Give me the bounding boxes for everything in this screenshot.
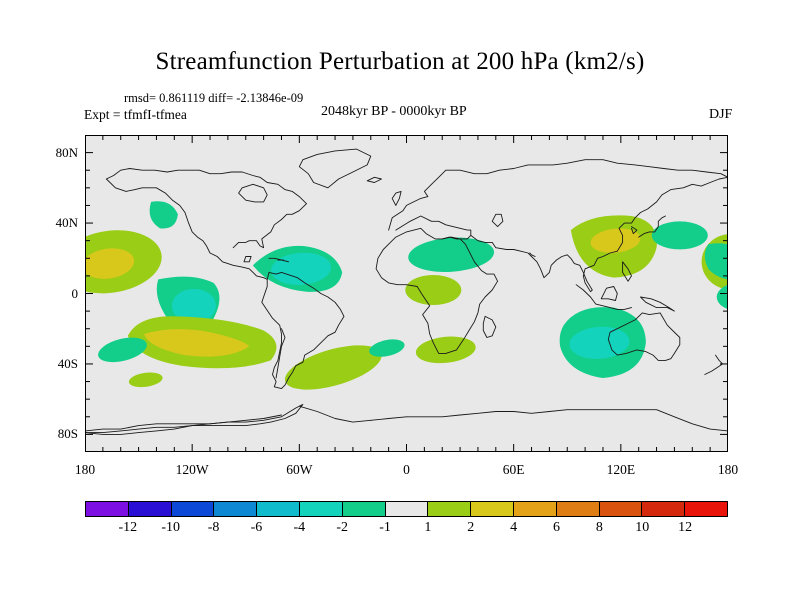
- colorbar-tick-12: 12: [678, 520, 693, 535]
- anomaly-north-africa-negative: [408, 237, 495, 272]
- coastline-path: [85, 414, 282, 435]
- season-label: DJF: [709, 107, 733, 122]
- coastline-path: [640, 296, 675, 312]
- colorbar-segment-11: [555, 502, 599, 516]
- coastline-path: [85, 403, 304, 434]
- coastline-path: [298, 148, 372, 189]
- coastline-path: [391, 190, 402, 206]
- coastline-path: [622, 261, 632, 282]
- colorbar-tick--1: -1: [379, 520, 391, 535]
- coastline-path: [105, 178, 268, 280]
- plot-frame: [85, 135, 728, 452]
- coastline-path: [575, 284, 632, 310]
- colorbar-segment-13: [641, 502, 685, 516]
- coastline-path: [704, 354, 724, 375]
- statistics-label: rmsd= 0.861119 diff= -2.13846e-09: [124, 91, 304, 105]
- colorbar-segment-6: [341, 502, 385, 516]
- coastline-path: [491, 213, 504, 228]
- coastline-path: [482, 315, 497, 338]
- coastline-path: [395, 215, 472, 240]
- colorbar-tick--12: -12: [118, 520, 138, 535]
- colorbar-tick-8: 8: [595, 520, 603, 535]
- coastline-path: [105, 168, 307, 249]
- anomaly-northwest-pacific-negative: [651, 221, 708, 250]
- anomaly-south-atlantic-positive: [284, 345, 382, 390]
- lon-tick-180: 180: [717, 462, 739, 477]
- coastline-layer: [85, 148, 728, 435]
- anomaly-sw-pacific-small-positive: [128, 372, 163, 388]
- coastline-path: [406, 409, 728, 432]
- anomaly-south-pacific-core: [143, 329, 250, 357]
- colorbar-tick--8: -8: [207, 520, 220, 535]
- colorbar-segment-9: [470, 502, 513, 516]
- anomaly-far-east-negative: [716, 284, 728, 310]
- colorbar-tick-2: 2: [467, 520, 475, 535]
- anomaly-east-asia-core: [590, 228, 641, 253]
- colorbar-tick-10: 10: [635, 520, 650, 535]
- colorbar-segment-10: [512, 502, 556, 516]
- colorbar[interactable]: [85, 501, 728, 517]
- coastline-path: [261, 271, 345, 390]
- experiment-label: Expt = tfmfI-tfmea: [84, 107, 187, 122]
- coastline-path: [607, 312, 681, 361]
- colorbar-tick-4: 4: [510, 520, 518, 535]
- anomaly-sw-pacific-negative: [98, 337, 147, 363]
- lat-tick-0: 0: [71, 285, 79, 301]
- colorbar-tick--6: -6: [250, 520, 263, 535]
- coastline-path: [600, 286, 618, 301]
- colorbar-segment-2: [170, 502, 214, 516]
- colorbar-tick--2: -2: [336, 520, 349, 535]
- anomaly-contour-layer: [85, 201, 728, 390]
- coastline-path: [366, 176, 382, 183]
- anomaly-date-line-negative: [704, 243, 728, 280]
- coastline-path: [298, 405, 372, 423]
- lon-tick-60W: 60W: [286, 462, 313, 477]
- colorbar-segment-5: [298, 502, 342, 516]
- anomaly-east-pacific-core: [171, 288, 216, 323]
- lat-tick-40S: 40S: [57, 355, 78, 371]
- lon-tick-180: 180: [74, 462, 96, 477]
- anomaly-gulf-alaska: [149, 201, 178, 229]
- coastline-path: [638, 215, 666, 238]
- colorbar-segment-3: [213, 502, 257, 516]
- colorbar-segment-4: [256, 502, 299, 516]
- coastline-path: [238, 183, 268, 203]
- time-period-label: 2048kyr BP - 0000kyr BP: [321, 104, 467, 119]
- colorbar-segment-12: [598, 502, 642, 516]
- lat-tick-80S: 80S: [57, 426, 78, 442]
- coastline-path: [243, 256, 252, 263]
- anomaly-central-africa-positive: [405, 274, 462, 305]
- lon-tick-120E: 120E: [606, 462, 636, 477]
- map-plot-area: [85, 135, 728, 452]
- coastline-path: [275, 328, 286, 379]
- coastline-path: [268, 257, 290, 263]
- colorbar-segment-0: [86, 502, 128, 516]
- anomaly-north-central-pacific-core: [85, 248, 135, 279]
- coastline-path: [370, 416, 407, 421]
- coastline-path: [470, 176, 728, 293]
- anomaly-australia-core: [569, 326, 630, 359]
- lat-tick-40N: 40N: [55, 215, 78, 231]
- colorbar-segment-1: [127, 502, 171, 516]
- coastline-path: [375, 227, 499, 354]
- lon-tick-0: 0: [403, 462, 410, 477]
- anomaly-south-atlantic-negative: [369, 339, 405, 357]
- colorbar-segment-14: [684, 502, 727, 516]
- page-title: Streamfunction Perturbation at 200 hPa (…: [155, 48, 645, 75]
- coastline-path: [529, 252, 536, 257]
- lon-tick-60E: 60E: [502, 462, 525, 477]
- lat-tick-80N: 80N: [55, 144, 78, 160]
- colorbar-tick-1: 1: [424, 520, 432, 535]
- lon-tick-120W: 120W: [175, 462, 209, 477]
- colorbar-tick--4: -4: [293, 520, 306, 535]
- coastline-path: [631, 226, 638, 235]
- coastline-path: [388, 159, 728, 231]
- colorbar-segment-7: [384, 502, 428, 516]
- colorbar-tick--10: -10: [161, 520, 181, 535]
- map-svg: [85, 135, 728, 452]
- colorbar-tick-6: 6: [553, 520, 561, 535]
- colorbar-segment-8: [427, 502, 471, 516]
